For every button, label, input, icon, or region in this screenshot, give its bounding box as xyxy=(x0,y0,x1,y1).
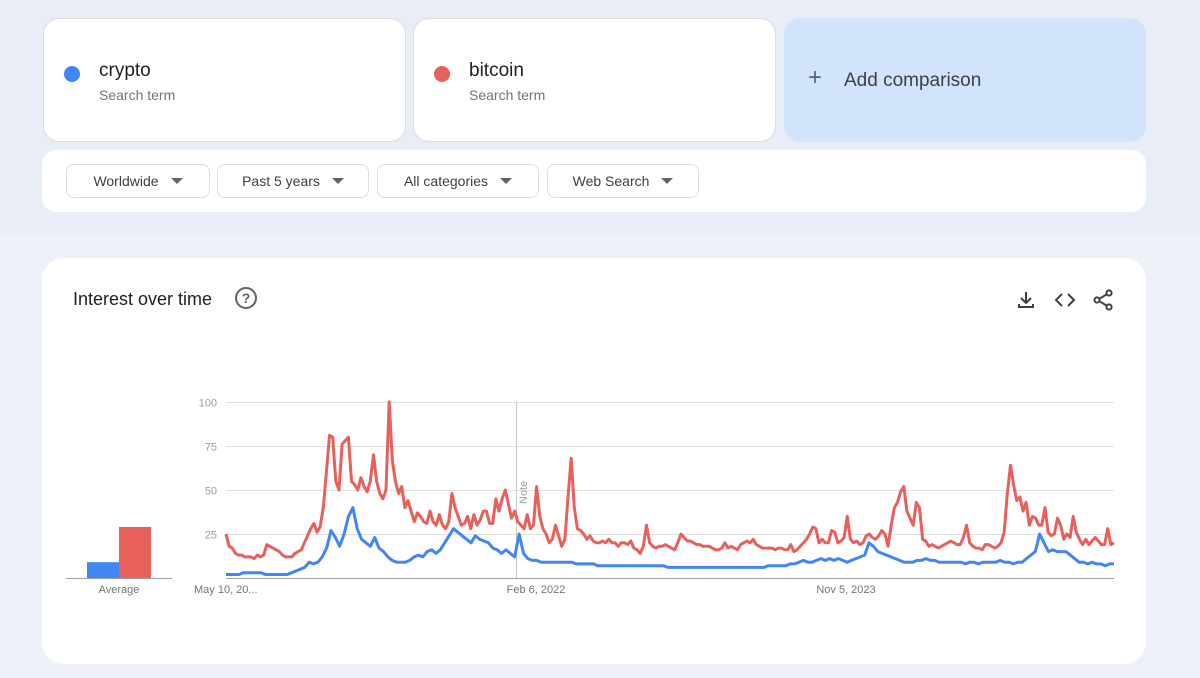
help-icon[interactable]: ? xyxy=(235,287,257,309)
interest-over-time-card: Interest over time ? Average 25 50 75 100 No… xyxy=(42,258,1146,664)
series-color-dot xyxy=(434,66,450,82)
term-type: Search term xyxy=(99,87,176,103)
x-tick-label: Nov 5, 2023 xyxy=(816,584,875,596)
series-line-bitcoin xyxy=(224,400,1115,561)
average-bar-crypto xyxy=(87,562,119,578)
note-annotation: Note xyxy=(518,481,530,504)
chart-axis-labels: 25 50 75 100 Note May 10, 20... Feb 6, 2022 Nov… xyxy=(194,398,876,597)
filter-label: Web Search xyxy=(572,173,650,189)
plus-icon: + xyxy=(808,64,823,91)
caret-down-icon xyxy=(500,178,513,184)
add-comparison-button[interactable]: + Add comparison xyxy=(784,18,1146,142)
series-color-dot xyxy=(64,66,80,82)
term-card-bitcoin[interactable]: bitcoin Search term xyxy=(413,18,776,142)
download-icon[interactable] xyxy=(1014,288,1038,312)
filter-time-range-dropdown[interactable]: Past 5 years xyxy=(217,164,369,198)
y-tick-label: 25 xyxy=(205,530,217,542)
filter-label: All categories xyxy=(403,173,489,189)
y-tick-label: 100 xyxy=(199,398,217,410)
term-card-crypto[interactable]: crypto Search term xyxy=(43,18,406,142)
average-bar-chart: Average xyxy=(66,526,172,596)
chart-gridlines xyxy=(226,402,1114,579)
add-comparison-label: Add comparison xyxy=(844,70,982,91)
term-type: Search term xyxy=(469,87,546,103)
term-name: bitcoin xyxy=(469,60,524,81)
filter-search-type-dropdown[interactable]: Web Search xyxy=(547,164,699,198)
x-tick-label: Feb 6, 2022 xyxy=(507,584,566,596)
chart-series-lines xyxy=(224,400,1115,576)
y-tick-label: 75 xyxy=(205,442,217,454)
filter-location-dropdown[interactable]: Worldwide xyxy=(66,164,210,198)
average-label: Average xyxy=(99,584,140,596)
x-tick-label: May 10, 20... xyxy=(194,584,258,596)
interest-chart: Average 25 50 75 100 Note May 10, 20... Feb 6,… xyxy=(66,398,1115,597)
filter-category-dropdown[interactable]: All categories xyxy=(377,164,539,198)
chart-title: Interest over time xyxy=(73,289,213,309)
y-tick-label: 50 xyxy=(205,486,217,498)
caret-down-icon xyxy=(331,178,344,184)
embed-icon[interactable] xyxy=(1053,288,1077,312)
share-icon[interactable] xyxy=(1091,288,1115,312)
series-line-crypto xyxy=(226,506,1114,576)
average-bar-bitcoin xyxy=(119,526,151,578)
caret-down-icon xyxy=(170,178,183,184)
caret-down-icon xyxy=(661,178,674,184)
filter-label: Past 5 years xyxy=(242,173,320,189)
filter-label: Worldwide xyxy=(93,173,159,189)
term-name: crypto xyxy=(99,60,151,81)
filter-bar: Worldwide Past 5 years All categories We… xyxy=(42,150,1146,212)
